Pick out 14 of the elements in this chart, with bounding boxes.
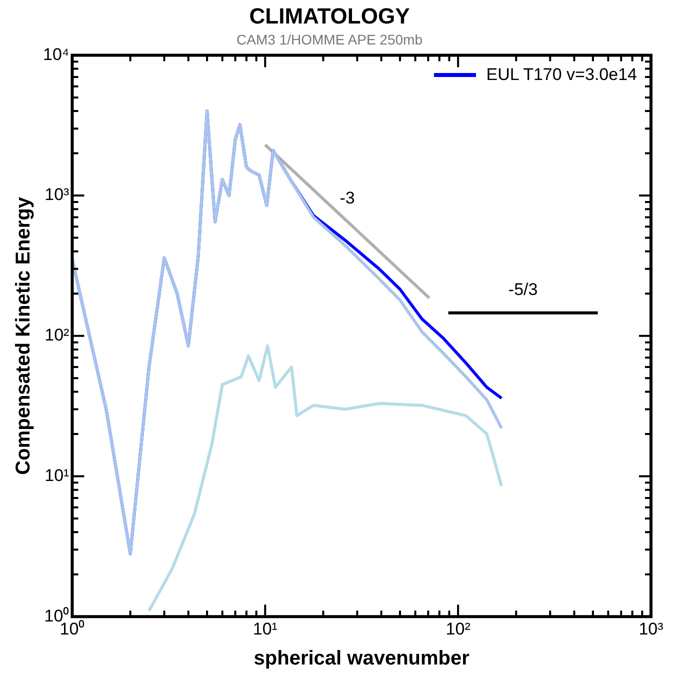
annotation: -5/3: [508, 280, 538, 300]
legend-label: EUL T170 v=3.0e14: [486, 65, 637, 86]
y-axis-title: Compensated Kinetic Energy: [12, 196, 35, 475]
annotation: -3: [340, 188, 355, 208]
y-tick-label: 10¹: [44, 466, 70, 485]
y-tick-label: 10³: [44, 185, 70, 204]
chart-subtitle: CAM3 1/HOMME APE 250mb: [236, 32, 423, 48]
chart-title: CLIMATOLOGY: [249, 3, 410, 28]
y-tick-label: 10⁴: [42, 44, 70, 64]
x-axis-title: spherical wavenumber: [254, 648, 470, 670]
x-tick-label: 10³: [638, 619, 664, 638]
x-tick-label: 10²: [446, 619, 471, 638]
y-tick-label: 10²: [44, 326, 70, 345]
x-tick-label: 10¹: [252, 619, 278, 638]
